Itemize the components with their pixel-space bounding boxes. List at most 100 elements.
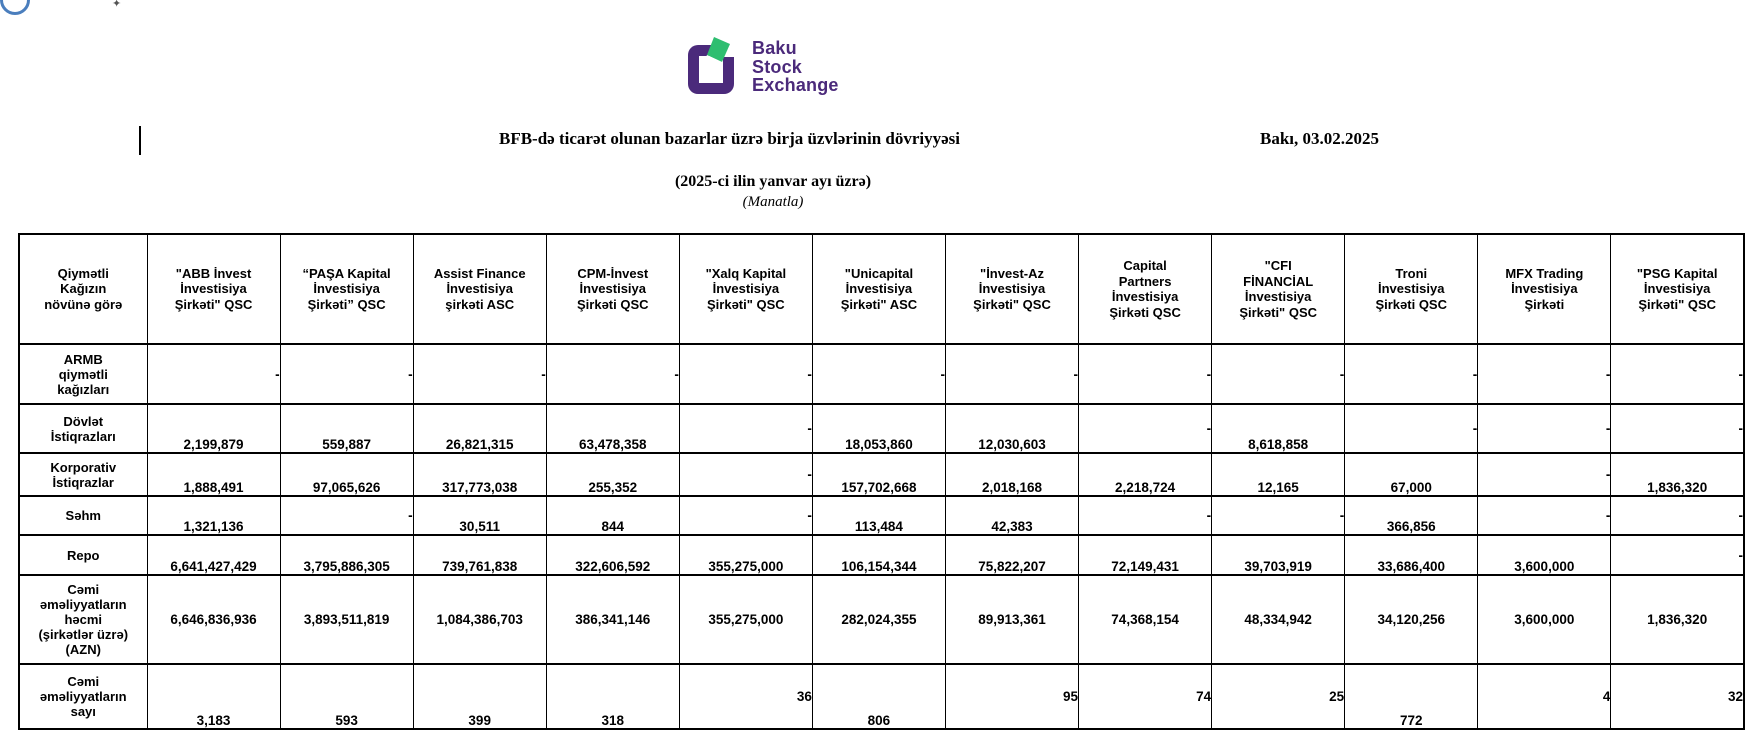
value-cell: 36 — [678, 663, 813, 730]
column-header-1: "ABB İnvest İnvestisiya Şirkəti" QSC — [146, 233, 281, 345]
column-header-5: "Xalq Kapital İnvestisiya Şirkəti" QSC — [678, 233, 813, 345]
column-header-12: "PSG Kapital İnvestisiya Şirkəti" QSC — [1610, 233, 1745, 345]
table-row: Cəmi əməliyyatların həcmi (şirkətlər üzr… — [18, 574, 1745, 665]
value-cell: 25 — [1211, 663, 1346, 730]
value-cell: 6,641,427,429 — [146, 534, 281, 576]
table-row: Korporativ İstiqrazlar 1,888,491 97,065,62… — [18, 452, 1745, 497]
dash-cell: - — [545, 343, 680, 405]
value-cell: 67,000 — [1344, 452, 1479, 497]
value-cell: 322,606,592 — [545, 534, 680, 576]
value-cell: 95 — [944, 663, 1080, 730]
dash-cell: - — [811, 343, 946, 405]
value-cell: 2,018,168 — [944, 452, 1080, 497]
dash-cell: - — [1344, 343, 1479, 405]
dash-cell: - — [412, 343, 547, 405]
unit-note: (Manatla) — [742, 194, 804, 210]
value-cell: 63,478,358 — [545, 403, 680, 454]
value-cell: 89,913,361 — [944, 574, 1080, 665]
report-title: BFB-də ticarət olunan bazarlar üzrə birj… — [499, 129, 961, 148]
text-cursor-caret — [139, 126, 141, 155]
row-label: ARMB qiymətli kağızları — [18, 343, 148, 405]
value-cell: 34,120,256 — [1344, 574, 1479, 665]
value-cell: 33,686,400 — [1344, 534, 1479, 576]
value-cell: 12,030,603 — [944, 403, 1080, 454]
value-cell: 32 — [1610, 663, 1745, 730]
value-cell: 255,352 — [545, 452, 680, 497]
value-cell: 317,773,038 — [412, 452, 547, 497]
value-cell: 42,383 — [944, 495, 1080, 536]
dash-cell: - — [1610, 343, 1745, 405]
turnover-table-wrap: Qiymətli Kağızın növünə görə "ABB İnvest … — [18, 233, 1745, 730]
column-header-6: "Unicapital İnvestisiya Şirkəti" ASC — [811, 233, 946, 345]
value-cell: 2,199,879 — [146, 403, 281, 454]
value-cell: 30,511 — [412, 495, 547, 536]
row-label: Korporativ İstiqrazlar — [18, 452, 148, 497]
table-row: Cəmi əməliyyatların sayı 3,183 593 399 318 36… — [18, 663, 1745, 730]
value-cell: 1,321,136 — [146, 495, 281, 536]
dash-cell: - — [279, 495, 414, 536]
value-cell: 3,600,000 — [1477, 574, 1612, 665]
dash-cell: - — [678, 495, 813, 536]
value-cell: 18,053,860 — [811, 403, 946, 454]
dash-cell: - — [1211, 343, 1346, 405]
column-header-4: CPM-İnvest İnvestisiya Şirkəti QSC — [545, 233, 680, 345]
column-header-8: Capital Partners İnvestisiya Şirkəti QSC — [1078, 233, 1213, 345]
value-cell: 26,821,315 — [412, 403, 547, 454]
value-cell: 39,703,919 — [1211, 534, 1346, 576]
sparkle-icon: ✦ — [112, 0, 122, 10]
dash-cell: - — [678, 403, 813, 454]
table-row: Səhm 1,321,136-30,511 844-113,484 42,383- -3… — [18, 495, 1745, 536]
value-cell: 1,888,491 — [146, 452, 281, 497]
value-cell: 12,165 — [1211, 452, 1346, 497]
value-cell: 318 — [545, 663, 680, 730]
dash-cell: - — [1078, 495, 1213, 536]
dash-cell: - — [1477, 403, 1612, 454]
bse-logo-line2: Stock — [752, 56, 803, 77]
corner-header: Qiymətli Kağızın növünə görə — [18, 233, 148, 345]
column-header-3: Assist Finance İnvestisiya şirkəti ASC — [412, 233, 547, 345]
value-cell: 2,218,724 — [1078, 452, 1213, 497]
dash-cell: - — [279, 343, 414, 405]
dash-cell: - — [944, 343, 1080, 405]
value-cell: 366,856 — [1344, 495, 1479, 536]
value-cell: 3,893,511,819 — [279, 574, 414, 665]
value-cell: 739,761,838 — [412, 534, 547, 576]
value-cell: 48,334,942 — [1211, 574, 1346, 665]
column-header-11: MFX Trading İnvestisiya Şirkəti — [1477, 233, 1612, 345]
bse-logo-line3: Exchange — [752, 75, 839, 95]
value-cell: 97,065,626 — [279, 452, 414, 497]
dash-cell: - — [1477, 495, 1612, 536]
row-label: Dövlət İstiqrazları — [18, 403, 148, 454]
value-cell: 355,275,000 — [678, 574, 813, 665]
value-cell: 6,646,836,936 — [146, 574, 281, 665]
value-cell: 559,887 — [279, 403, 414, 454]
value-cell: 8,618,858 — [1211, 403, 1346, 454]
dash-cell: - — [1477, 343, 1612, 405]
value-cell: 3,600,000 — [1477, 534, 1612, 576]
dash-cell: - — [1078, 343, 1213, 405]
table-row: Dövlət İstiqrazları 2,199,879 559,887 26,82… — [18, 403, 1745, 454]
value-cell: 3,795,886,305 — [279, 534, 414, 576]
turnover-table: Qiymətli Kağızın növünə görə "ABB İnvest … — [18, 233, 1745, 730]
value-cell: 806 — [811, 663, 946, 730]
value-cell: 844 — [545, 495, 680, 536]
value-cell: 355,275,000 — [678, 534, 813, 576]
value-cell: 399 — [412, 663, 547, 730]
column-header-2: “PAŞA Kapital İnvestisiya Şirkəti” QSC — [279, 233, 414, 345]
value-cell: 75,822,207 — [944, 534, 1080, 576]
bse-logo: Baku Stock Exchange — [687, 35, 839, 100]
column-header-10: Troni İnvestisiya Şirkəti QSC — [1344, 233, 1479, 345]
dash-cell: - — [1344, 403, 1479, 454]
dash-cell: - — [146, 343, 281, 405]
value-cell: 1,084,386,703 — [412, 574, 547, 665]
value-cell: 74 — [1078, 663, 1213, 730]
table-row: ARMB qiymətli kağızları - - - - - - - - - - - - — [18, 343, 1745, 405]
value-cell: 72,149,431 — [1078, 534, 1213, 576]
dash-cell: - — [1078, 403, 1213, 454]
table-row: Repo 6,641,427,429 3,795,886,305 739,761,83… — [18, 534, 1745, 576]
row-label: Cəmi əməliyyatların həcmi (şirkətlər üzr… — [18, 574, 148, 665]
report-subtitle: (2025-ci ilin yanvar ayı üzrə) — [674, 173, 872, 190]
dash-cell: - — [1211, 495, 1346, 536]
value-cell: 1,836,320 — [1610, 452, 1745, 497]
